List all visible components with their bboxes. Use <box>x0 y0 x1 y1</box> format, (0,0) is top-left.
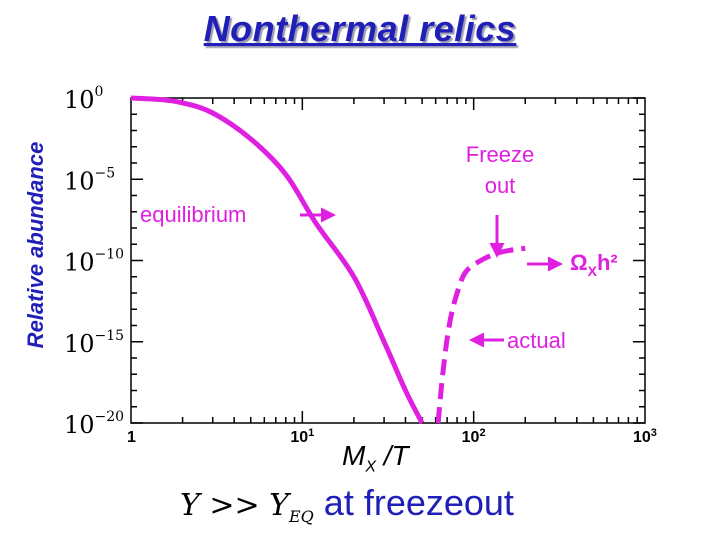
annotation-equilibrium: equilibrium <box>140 202 246 227</box>
footer-text: at freezeout <box>323 482 514 523</box>
footer-caption: Y >> YEQ at freezeout <box>180 482 514 526</box>
annotation-freeze-line2: out <box>485 173 516 198</box>
y-tick-label: 10−15 <box>64 328 124 358</box>
y-tick-labels: 100 10−5 10−10 10−15 10−20 <box>64 84 124 439</box>
x-tick-labels: 1 101 102 103 <box>127 427 657 446</box>
annotation-freeze-line1: Freeze <box>466 142 534 167</box>
series-line-dashed <box>435 246 526 424</box>
annotation-omega: ΩXh² <box>570 250 618 279</box>
series-layer <box>130 95 526 425</box>
y-tick-label: 10−5 <box>64 165 115 195</box>
x-tick-label: 102 <box>462 427 486 446</box>
page-title: Nonthermal relics <box>203 8 517 49</box>
plot-frame <box>130 97 646 424</box>
x-tick-label: 1 <box>127 429 136 446</box>
x-tick-label: 103 <box>633 427 657 446</box>
x-tick-label: 101 <box>290 427 314 446</box>
y-tick-label: 10−20 <box>64 409 124 439</box>
x-axis-label: MX /T <box>342 440 409 476</box>
axis-ticks <box>131 97 645 424</box>
y-tick-label: 100 <box>64 84 103 114</box>
series-line-solid <box>130 95 425 425</box>
y-tick-label: 10−10 <box>64 247 124 277</box>
annotation-actual: actual <box>507 328 566 353</box>
footer-math: Y >> YEQ <box>180 488 314 526</box>
